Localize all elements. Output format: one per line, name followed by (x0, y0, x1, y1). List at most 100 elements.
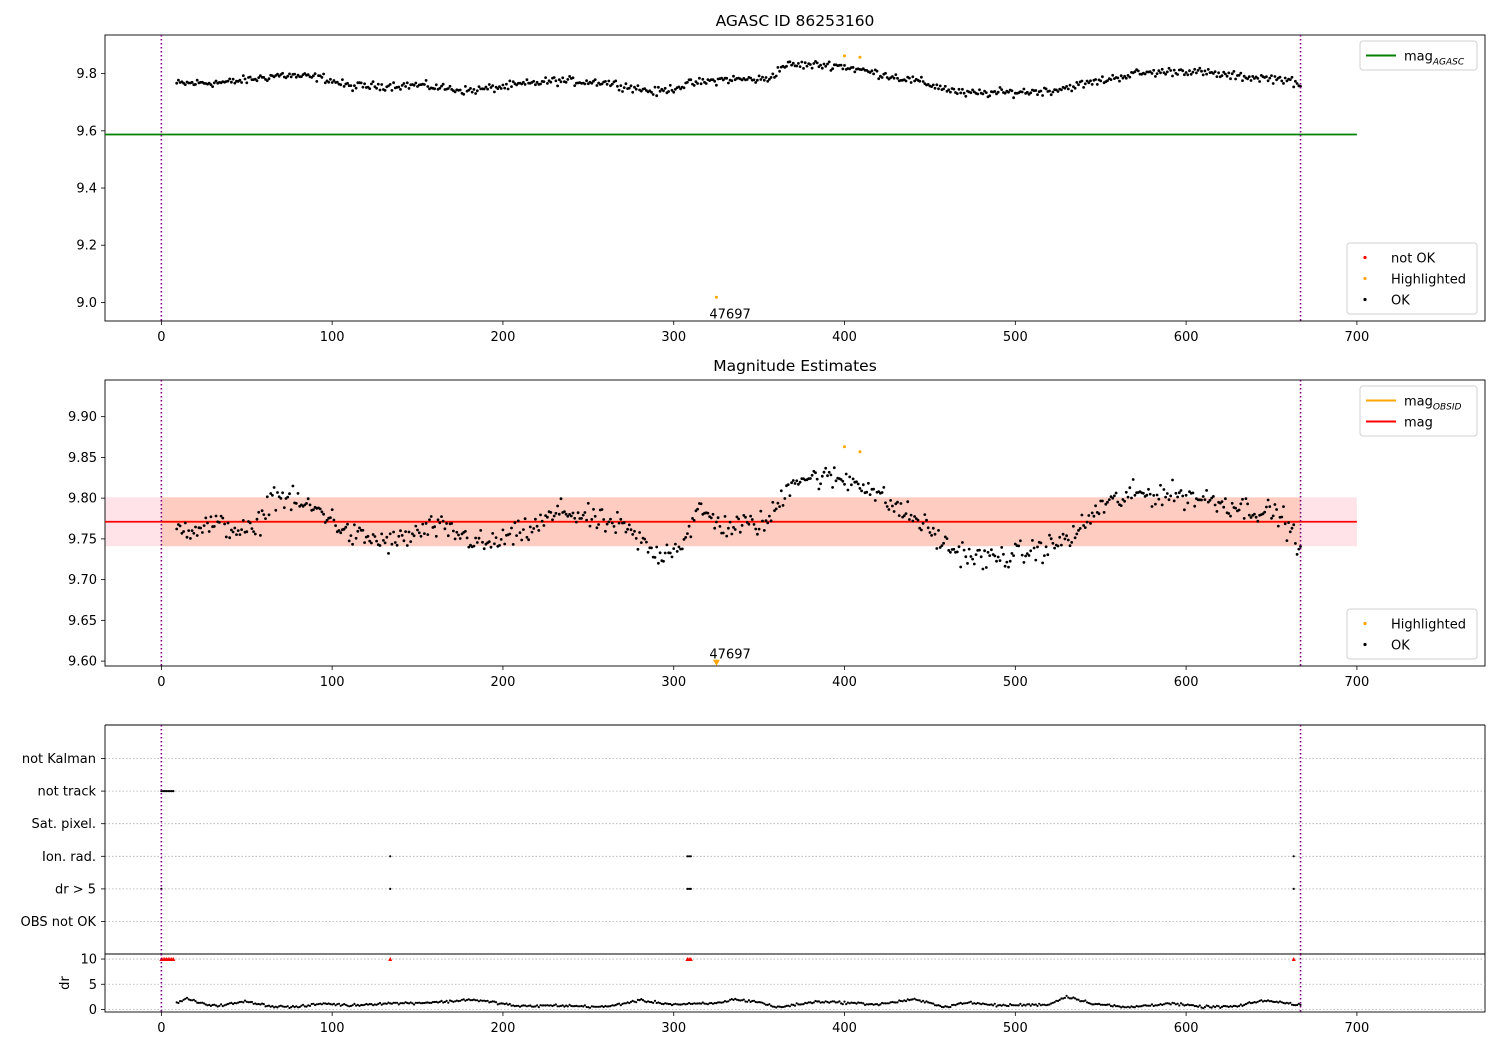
dr-point (331, 1003, 334, 1006)
mag-ok-point (1230, 501, 1234, 505)
mag-ok-point (860, 489, 863, 493)
mag-ok-point (187, 529, 191, 532)
mag-ok-point (752, 523, 756, 526)
dr-point (1157, 1003, 1160, 1007)
mag-ok-point (684, 536, 688, 539)
mag-ok-point (586, 501, 590, 505)
mag-ok-point (940, 544, 944, 547)
dr-point (874, 1003, 877, 1006)
dr-point (397, 1003, 400, 1006)
agasc-ok-point (346, 81, 349, 85)
mag-ok-point (219, 514, 223, 518)
agasc-ok-point (655, 94, 659, 98)
dr-point (1145, 1004, 1148, 1007)
mag-ok-point (699, 502, 703, 506)
dr-point (293, 1006, 296, 1009)
agasc-ok-point (662, 89, 665, 93)
mag-ok-point (1172, 499, 1176, 503)
mag-ok-point (305, 502, 308, 505)
agasc-ok-point (1020, 90, 1024, 94)
dr-point (447, 1001, 450, 1004)
dr-point (1296, 1003, 1299, 1007)
agasc-ok-point (1083, 82, 1087, 86)
dr-point (312, 1002, 315, 1005)
agasc-ok-point (281, 71, 284, 75)
dr-point (1113, 1004, 1116, 1007)
mag-ok-point (631, 533, 635, 536)
dr-point (742, 998, 745, 1001)
mag-ok-point (346, 522, 349, 526)
dr-point (541, 1004, 544, 1007)
agasc-ok-point (771, 72, 775, 76)
dr-point (969, 1000, 973, 1003)
dr-point (973, 1002, 976, 1005)
mag-ok-point (450, 522, 454, 525)
agasc-ok-point (621, 90, 624, 93)
agasc-ok-point (535, 80, 539, 84)
dr-point (510, 1004, 513, 1007)
agasc-ok-point (627, 86, 631, 90)
agasc-ok-point (1111, 73, 1115, 77)
agasc-ok-point (262, 76, 266, 79)
mag-ok-point (1191, 491, 1195, 495)
dr-point (310, 1002, 313, 1006)
agasc-ok-point (1150, 72, 1154, 75)
agasc-ok-point (785, 64, 788, 68)
dr-point (1220, 1005, 1224, 1009)
mag-ok-point (351, 542, 354, 546)
agasc-ok-point (636, 84, 640, 87)
dr-point (908, 999, 911, 1002)
mag-ok-point (1113, 494, 1116, 498)
dr-point (1002, 1003, 1005, 1006)
dr-point (611, 1004, 614, 1007)
agasc-ok-point (1232, 70, 1236, 73)
mag-ok-point (1183, 508, 1186, 512)
mag-ok-point (1242, 517, 1246, 520)
mag-ok-point (921, 522, 925, 525)
dr-point (1222, 1004, 1225, 1008)
dr-point (925, 1000, 928, 1003)
mag-ok-point (896, 500, 899, 504)
mag-ok-point (342, 527, 346, 531)
mag-ok-point (274, 508, 278, 512)
agasc-ok-point (320, 76, 324, 79)
mag-ok-point (423, 532, 426, 535)
dr-point (638, 999, 641, 1002)
mag-ok-point (559, 497, 563, 501)
mag-ok-point (1068, 544, 1072, 548)
dr-point (944, 1005, 947, 1008)
mag-panel-1-legend-label: OK (1391, 639, 1410, 654)
agasc-ok-point (730, 79, 734, 83)
agasc-ok-point (388, 83, 392, 86)
agasc-ok-point (1106, 79, 1109, 83)
dr-point (737, 999, 740, 1002)
dr-point (281, 1005, 284, 1008)
mag-panel-xtick-label: 400 (832, 675, 857, 690)
dr-point (600, 1005, 604, 1008)
mag-ok-point (294, 502, 298, 505)
agasc-ok-point (1051, 90, 1055, 94)
mag-ok-point (530, 530, 534, 534)
mag-ok-point (786, 483, 790, 486)
mag-ok-point (289, 508, 293, 512)
mag-ok-point (1222, 505, 1226, 509)
mag-ok-point (643, 537, 647, 541)
dr-point (238, 1000, 241, 1004)
mag-ok-point (653, 556, 657, 559)
dr-point (1162, 1003, 1165, 1006)
agasc-ok-point (595, 84, 599, 87)
agasc-ok-point (797, 62, 800, 65)
mag-ok-point (475, 541, 479, 544)
mag-ok-point (961, 541, 964, 544)
agasc-ok-point (1085, 79, 1089, 83)
dr-point (1215, 1004, 1218, 1007)
dr-point (1108, 1003, 1111, 1006)
dr-point (1236, 1005, 1239, 1008)
mag-ok-point (959, 565, 963, 569)
dr-point (1063, 996, 1066, 1000)
mag-ok-point (279, 497, 283, 500)
dr-point (660, 1002, 663, 1006)
agasc-ok-point (1258, 80, 1261, 83)
mag-ok-point (913, 515, 916, 518)
agasc-ok-point (971, 88, 974, 92)
